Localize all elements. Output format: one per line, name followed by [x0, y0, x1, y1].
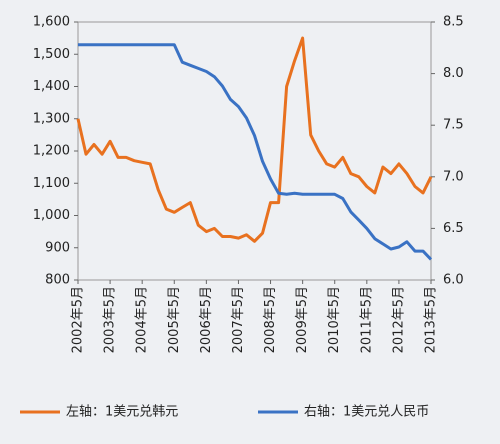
- x-tick-label: 2005年5月: [167, 286, 182, 353]
- x-tick-label: 2007年5月: [231, 286, 246, 353]
- x-tick-label: 2008年5月: [263, 286, 278, 353]
- y-tick-label: 1,300: [33, 111, 70, 126]
- y2-tick-label: 7.5: [443, 118, 464, 133]
- x-tick-label: 2010年5月: [327, 286, 342, 353]
- x-tick-label: 2009年5月: [295, 286, 310, 353]
- y2-tick-label: 7.0: [443, 169, 464, 184]
- x-tick-label: 2012年5月: [391, 286, 406, 353]
- legend-label: 左轴：1美元兑韩元: [66, 405, 178, 420]
- y2-tick-label: 8.0: [443, 66, 464, 81]
- y-tick-label: 1,400: [33, 79, 70, 94]
- y2-tick-label: 6.0: [443, 273, 464, 288]
- y-tick-label: 1,100: [33, 176, 70, 191]
- y2-tick-label: 6.5: [443, 221, 464, 236]
- y-tick-label: 1,600: [33, 15, 70, 30]
- x-tick-label: 2004年5月: [135, 286, 150, 353]
- y2-tick-label: 8.5: [443, 15, 464, 30]
- legend-label: 右轴：1美元兑人民币: [304, 405, 429, 420]
- series-line: [78, 43, 433, 261]
- y-tick-label: 800: [45, 273, 70, 288]
- y-tick-label: 900: [45, 240, 70, 255]
- series-line: [76, 36, 433, 243]
- x-tick-label: 2006年5月: [199, 286, 214, 353]
- y-tick-label: 1,000: [33, 208, 70, 223]
- x-tick-label: 2013年5月: [424, 286, 439, 353]
- y-tick-label: 1,200: [33, 144, 70, 159]
- x-tick-label: 2002年5月: [71, 286, 86, 353]
- x-tick-label: 2003年5月: [103, 286, 118, 353]
- y-tick-label: 1,500: [33, 47, 70, 62]
- x-tick-label: 2011年5月: [359, 286, 374, 353]
